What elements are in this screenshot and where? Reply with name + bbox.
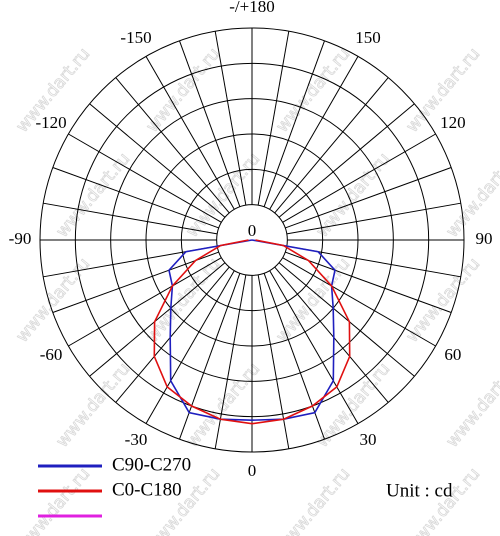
spoke xyxy=(269,56,359,210)
watermark: www.dart.ru xyxy=(402,254,484,346)
spoke xyxy=(274,266,389,403)
angle-label: 60 xyxy=(444,345,461,364)
spoke xyxy=(269,270,359,424)
spoke xyxy=(115,266,230,403)
spoke xyxy=(278,262,415,377)
spoke xyxy=(89,262,226,377)
spoke xyxy=(257,31,290,206)
spoke xyxy=(285,251,452,313)
spoke xyxy=(179,40,241,207)
watermark: www.dart.ru xyxy=(12,464,94,536)
spoke xyxy=(43,202,218,235)
legend: C90-C270 C0-C180 xyxy=(38,454,191,518)
spoke xyxy=(145,56,235,210)
watermark: www.dart.ru xyxy=(312,359,394,451)
legend-label: C90-C270 xyxy=(112,454,191,475)
angle-label: 30 xyxy=(360,430,377,449)
angle-label: -/+180 xyxy=(229,0,274,16)
watermark: www.dart.ru xyxy=(12,254,94,346)
polar-grid xyxy=(39,27,465,453)
spoke xyxy=(278,103,415,218)
angle-label: -120 xyxy=(35,113,66,132)
spoke xyxy=(68,257,222,347)
spoke xyxy=(89,103,226,218)
angle-label: 0 xyxy=(248,461,257,480)
angle-label: 90 xyxy=(476,229,493,248)
angle-label: 120 xyxy=(440,113,466,132)
watermark: www.dart.ru xyxy=(272,44,354,136)
watermark: www.dart.ru xyxy=(272,254,354,346)
spoke xyxy=(286,202,461,235)
spoke xyxy=(285,167,452,229)
spoke xyxy=(263,40,325,207)
spoke xyxy=(52,167,219,229)
watermark: www.dart.ru xyxy=(442,149,500,241)
watermark: www.dart.ru xyxy=(142,44,224,136)
angle-label: -150 xyxy=(120,28,151,47)
legend-label: C0-C180 xyxy=(112,479,182,500)
spoke xyxy=(115,77,230,214)
spoke xyxy=(214,31,247,206)
spoke xyxy=(145,270,235,424)
spoke xyxy=(274,77,389,214)
angle-label: 150 xyxy=(355,28,381,47)
watermark: www.dart.ru xyxy=(272,464,354,536)
labels: 0 30 60 90 120 150 -/+180 -150 -120 -90 -60 -30 0 xyxy=(9,0,493,480)
angle-label: -90 xyxy=(9,229,32,248)
angle-label: -30 xyxy=(125,430,148,449)
spoke xyxy=(282,133,436,223)
unit-label: Unit : cd xyxy=(386,480,453,501)
spoke xyxy=(52,251,219,313)
angle-label: -60 xyxy=(40,345,63,364)
spoke xyxy=(68,133,222,223)
center-label: 0 xyxy=(248,221,257,240)
curve xyxy=(153,239,351,425)
spoke xyxy=(179,273,241,440)
curves xyxy=(153,239,351,425)
spoke xyxy=(282,257,436,347)
spoke xyxy=(263,273,325,440)
watermark: www.dart.ru xyxy=(442,359,500,451)
